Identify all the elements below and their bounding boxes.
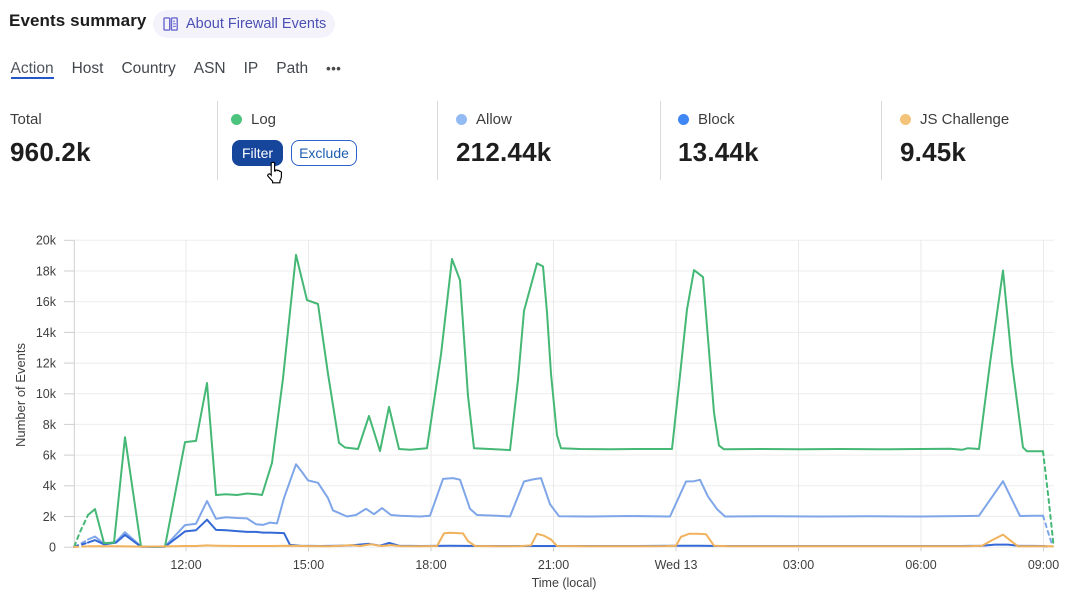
svg-text:Time (local): Time (local) [532,576,597,590]
svg-text:12:00: 12:00 [170,558,201,572]
svg-text:12k: 12k [36,357,57,371]
svg-text:14k: 14k [36,326,57,340]
svg-text:0: 0 [49,541,56,555]
svg-text:4k: 4k [43,479,57,493]
svg-text:10k: 10k [36,387,57,401]
svg-text:16k: 16k [36,295,57,309]
svg-text:06:00: 06:00 [905,558,936,572]
svg-text:15:00: 15:00 [293,558,324,572]
svg-text:Wed 13: Wed 13 [655,558,698,572]
svg-text:18k: 18k [36,264,57,278]
svg-text:09:00: 09:00 [1028,558,1059,572]
svg-text:18:00: 18:00 [415,558,446,572]
svg-text:21:00: 21:00 [538,558,569,572]
svg-text:8k: 8k [43,418,57,432]
svg-text:Number of Events: Number of Events [13,342,28,447]
svg-text:6k: 6k [43,449,57,463]
svg-text:03:00: 03:00 [783,558,814,572]
svg-text:2k: 2k [43,510,57,524]
svg-text:20k: 20k [36,234,57,248]
